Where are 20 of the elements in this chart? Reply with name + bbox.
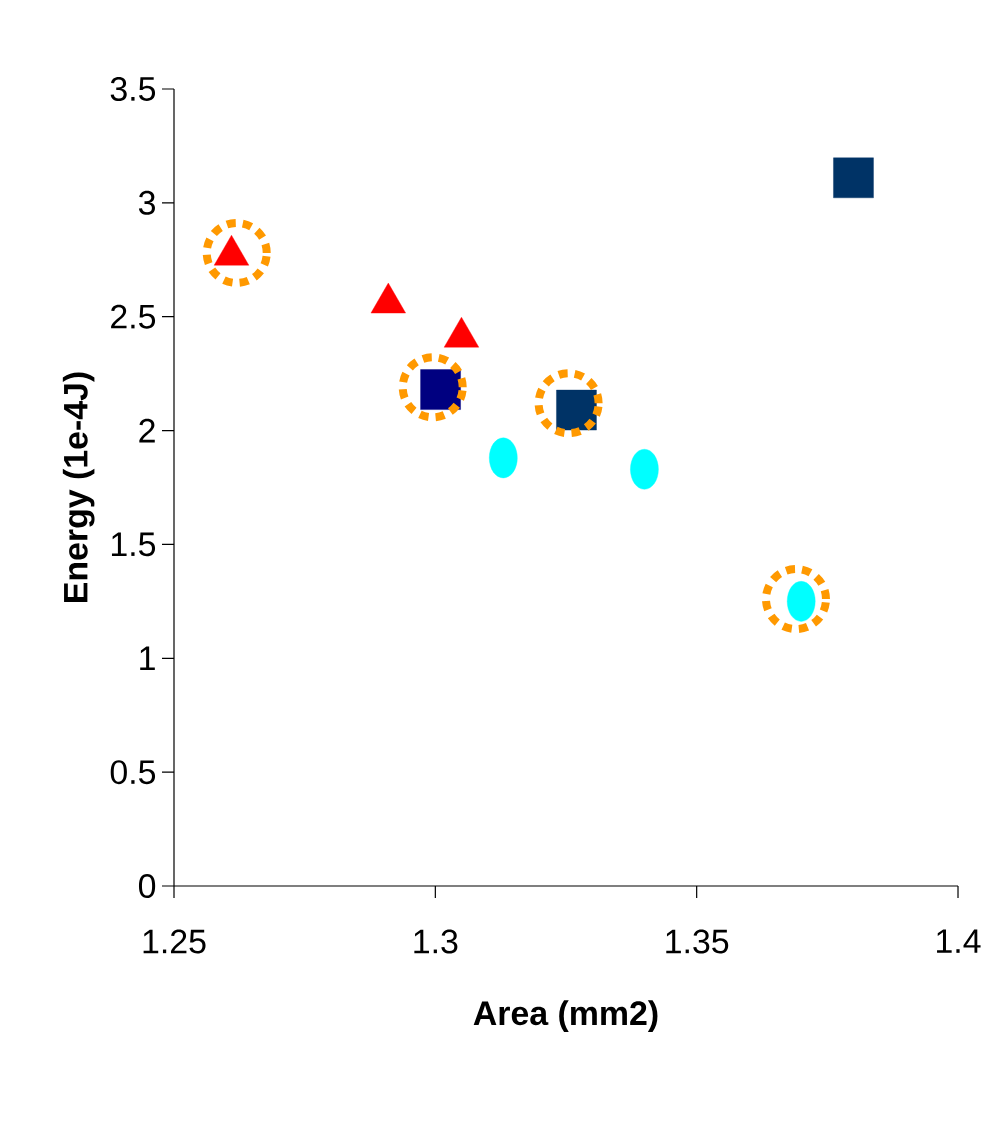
x-tick-label: 1.3 <box>414 929 458 954</box>
y-tick-label: 2.5 <box>111 304 156 329</box>
x-tick-label: 1.35 <box>666 929 729 954</box>
x-tick-label: 1.25 <box>143 929 206 954</box>
point <box>398 353 467 422</box>
point <box>202 218 271 287</box>
point <box>534 369 603 438</box>
x-tick-label: 1.4 <box>937 929 981 953</box>
y-tick-label: 0 <box>138 874 156 898</box>
point <box>833 157 874 198</box>
y-tick-label: 1 <box>140 646 155 670</box>
x-axis-title: Area (mm2) <box>473 1000 658 1032</box>
y-tick-label: 0.5 <box>110 760 156 785</box>
y-tick-label: 2 <box>139 418 155 443</box>
y-tick-label: 3 <box>138 190 155 215</box>
point <box>630 449 659 490</box>
y-tick-label: 1.5 <box>111 532 156 557</box>
point <box>761 565 830 634</box>
y-axis-title: Energy (1e-4J) <box>62 372 95 602</box>
y-tick-label: 3.5 <box>110 77 156 101</box>
